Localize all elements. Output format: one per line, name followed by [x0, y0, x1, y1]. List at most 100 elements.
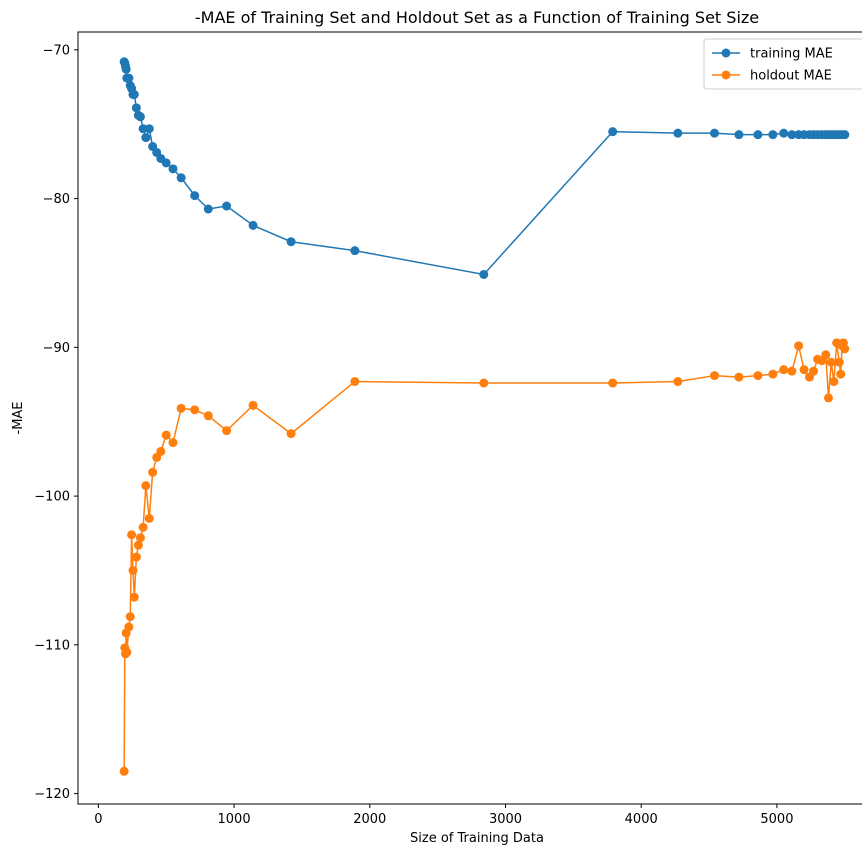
y-tick-label: −70: [43, 43, 70, 58]
legend-entry: training MAE: [712, 47, 833, 62]
data-point: [840, 344, 850, 354]
data-point: [121, 64, 131, 74]
data-point: [608, 127, 618, 137]
data-point: [840, 130, 850, 140]
data-point: [824, 393, 833, 403]
chart-title: -MAE of Training Set and Holdout Set as …: [195, 8, 759, 27]
data-point: [673, 128, 683, 138]
data-point: [479, 378, 489, 388]
data-point: [133, 540, 143, 550]
series-line: [123, 340, 846, 772]
data-point: [176, 403, 186, 413]
data-point: [222, 201, 232, 211]
data-point: [141, 481, 151, 491]
series-line: [123, 61, 845, 276]
data-point: [125, 612, 135, 622]
data-point: [479, 269, 489, 279]
data-point: [710, 128, 719, 138]
data-point: [787, 130, 797, 140]
x-tick-label: 5000: [760, 812, 793, 827]
data-point: [821, 350, 831, 360]
data-point: [127, 530, 137, 540]
data-point: [131, 552, 141, 562]
data-point: [138, 522, 148, 532]
data-point: [203, 204, 213, 214]
data-point: [836, 369, 846, 379]
data-point: [710, 371, 719, 381]
y-tick-label: −120: [34, 787, 70, 802]
data-point: [286, 237, 296, 247]
plot-area: [119, 57, 850, 776]
data-point: [168, 164, 178, 174]
data-point: [779, 128, 789, 138]
x-axis-label: Size of Training Data: [410, 831, 544, 846]
legend-marker: [721, 48, 731, 58]
data-point: [286, 429, 296, 439]
plot-frame: [77, 31, 862, 805]
y-tick-label: −80: [43, 192, 70, 207]
data-point: [129, 592, 139, 602]
data-point: [135, 112, 145, 122]
data-point: [350, 246, 360, 256]
data-point: [141, 133, 151, 143]
data-point: [779, 365, 789, 375]
data-point: [190, 405, 200, 415]
legend-box: [703, 38, 862, 90]
data-point: [673, 377, 683, 387]
data-point: [156, 446, 166, 456]
data-point: [222, 426, 232, 436]
data-point: [203, 411, 213, 421]
data-point: [753, 371, 763, 381]
data-point: [809, 366, 819, 376]
data-point: [119, 766, 129, 776]
legend: training MAE holdout MAE: [703, 38, 862, 90]
legend-label: training MAE: [750, 47, 833, 62]
legend-label: holdout MAE: [750, 69, 832, 84]
data-point: [799, 365, 809, 375]
data-point: [734, 130, 744, 140]
y-axis: −70 −80 −90 −100 −110 −120: [34, 43, 78, 802]
legend-entry: holdout MAE: [712, 69, 832, 84]
data-point: [148, 467, 158, 477]
data-point: [734, 372, 744, 382]
data-point: [826, 357, 836, 367]
data-point: [834, 357, 844, 367]
data-point: [124, 73, 134, 83]
x-tick-label: 2000: [353, 812, 386, 827]
data-point: [190, 191, 200, 201]
data-point: [248, 220, 258, 230]
x-tick-label: 0: [94, 812, 102, 827]
x-axis: 0 1000 2000 3000 4000 5000: [94, 804, 793, 827]
data-point: [168, 438, 178, 448]
data-point: [144, 513, 154, 523]
data-point: [129, 89, 139, 99]
data-point: [161, 158, 171, 168]
data-point: [176, 173, 186, 183]
y-axis-label: -MAE: [11, 401, 26, 434]
y-tick-label: −110: [34, 638, 70, 653]
data-point: [248, 400, 258, 410]
series-training: [119, 57, 850, 279]
data-point: [161, 430, 171, 440]
data-point: [829, 377, 839, 387]
data-point: [608, 378, 618, 388]
y-tick-label: −90: [43, 341, 70, 356]
data-point: [128, 565, 138, 575]
data-point: [350, 377, 360, 387]
x-tick-label: 1000: [218, 812, 251, 827]
data-point: [787, 366, 797, 376]
x-tick-label: 3000: [489, 812, 522, 827]
data-point: [135, 533, 145, 543]
data-point: [753, 130, 763, 140]
data-point: [124, 622, 134, 632]
data-point: [122, 647, 132, 657]
data-point: [768, 130, 778, 140]
legend-marker: [721, 70, 731, 80]
x-tick-label: 4000: [625, 812, 658, 827]
data-point: [794, 341, 804, 351]
y-tick-label: −100: [34, 490, 70, 505]
data-point: [144, 124, 154, 134]
data-point: [768, 369, 778, 379]
data-point: [131, 103, 141, 113]
